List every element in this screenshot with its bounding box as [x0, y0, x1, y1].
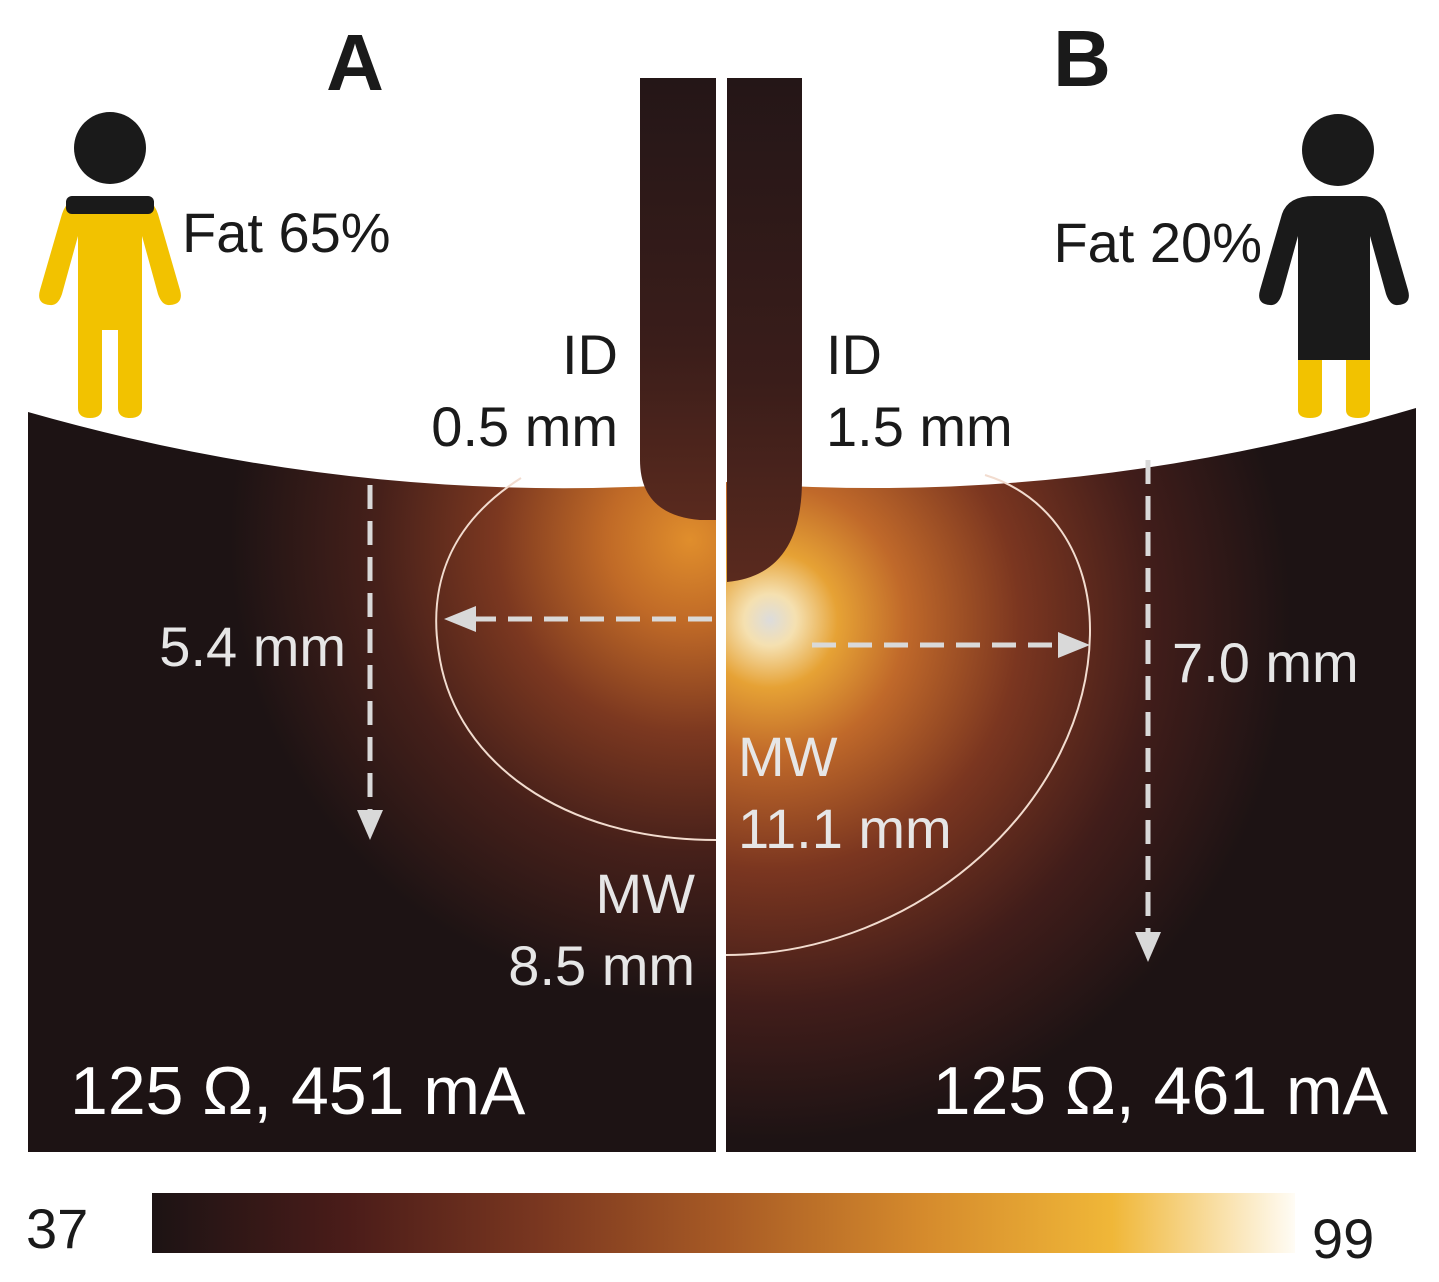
colorbar-min-label: 37	[26, 1197, 88, 1260]
colorbar-max-label: 99	[1312, 1207, 1374, 1270]
mw-label-b-line1: MW	[738, 725, 838, 788]
depth-arrow-b	[1135, 460, 1161, 962]
depth-label-b: 7.0 mm	[1172, 631, 1359, 694]
electrical-label-b: 125 Ω, 461 mA	[933, 1053, 1389, 1129]
panel-a-letter: A	[326, 18, 384, 107]
fat-label-a: Fat 65%	[182, 201, 391, 264]
electrode-b	[727, 78, 802, 582]
fat-label-b: Fat 20%	[1053, 211, 1262, 274]
panel-b-tissue	[726, 408, 1416, 1152]
width-arrow-b	[812, 632, 1090, 658]
lesion-contour-a	[435, 477, 717, 841]
id-label-b-line1: ID	[826, 323, 882, 386]
id-label-b-line2: 1.5 mm	[826, 395, 1013, 458]
depth-arrow-a	[357, 485, 383, 840]
width-arrow-a	[444, 606, 712, 632]
mw-label-b-line2: 11.1 mm	[738, 797, 952, 860]
body-fat-figure-a-icon	[39, 112, 181, 418]
electrical-label-a: 125 Ω, 451 mA	[70, 1053, 526, 1129]
id-label-a-line2: 0.5 mm	[431, 395, 618, 458]
depth-label-a: 5.4 mm	[159, 615, 346, 678]
panel-b-letter: B	[1053, 14, 1111, 103]
electrode-a	[640, 78, 716, 520]
mw-label-a-line1: MW	[595, 862, 695, 925]
body-fat-figure-b-icon	[1259, 114, 1409, 418]
mw-label-a-line2: 8.5 mm	[508, 934, 695, 997]
temperature-colorbar	[152, 1193, 1295, 1253]
id-label-a-line1: ID	[562, 323, 618, 386]
lesion-contour-b	[725, 474, 1092, 956]
